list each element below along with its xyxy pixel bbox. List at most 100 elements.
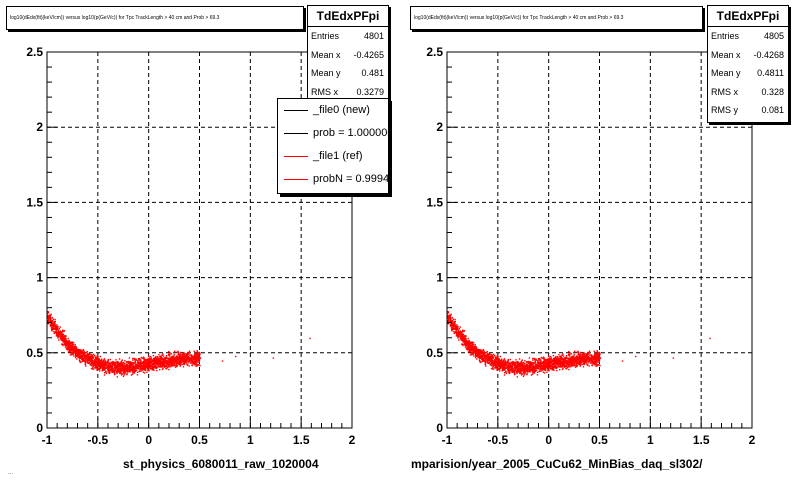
scatter-point bbox=[577, 351, 579, 354]
scatter-point bbox=[198, 360, 201, 362]
scatter-point bbox=[447, 311, 450, 313]
scatter-point bbox=[548, 366, 551, 369]
scatter-point bbox=[556, 364, 558, 366]
scatter-point bbox=[142, 362, 144, 364]
scatter-point bbox=[596, 355, 598, 357]
scatter-point bbox=[538, 364, 541, 367]
scatter-point bbox=[474, 349, 477, 352]
scatter-point bbox=[66, 348, 68, 350]
scatter-point bbox=[578, 362, 580, 365]
scatter-point bbox=[83, 359, 85, 361]
scatter-point bbox=[521, 362, 523, 365]
scatter-point bbox=[562, 367, 564, 370]
scatter-point bbox=[598, 364, 600, 366]
scatter-point bbox=[175, 358, 177, 360]
scatter-point bbox=[590, 356, 592, 359]
scatter-point bbox=[173, 353, 176, 356]
scatter-point bbox=[130, 374, 133, 376]
scatter-point bbox=[92, 364, 95, 367]
scatter-point bbox=[51, 320, 53, 322]
scatter-point bbox=[73, 350, 75, 352]
scatter-point bbox=[597, 352, 599, 354]
scatter-point bbox=[164, 357, 166, 359]
scatter-point bbox=[198, 355, 201, 357]
scatter-point bbox=[170, 353, 173, 355]
scatter-point bbox=[164, 358, 166, 360]
scatter-point bbox=[522, 362, 524, 364]
scatter-point bbox=[469, 354, 471, 356]
scatter-point bbox=[515, 370, 518, 373]
scatter-point bbox=[568, 368, 570, 371]
scatter-point bbox=[104, 368, 106, 371]
scatter-point bbox=[480, 355, 483, 357]
scatter-point bbox=[150, 358, 152, 360]
scatter-point bbox=[543, 372, 546, 374]
scatter-point bbox=[504, 372, 506, 374]
scatter-point bbox=[564, 363, 566, 365]
scatter-point bbox=[468, 350, 470, 353]
scatter-point bbox=[501, 367, 504, 370]
scatter-point bbox=[516, 370, 518, 373]
scatter-point bbox=[158, 354, 160, 356]
scatter-point bbox=[528, 357, 531, 359]
scatter-point bbox=[469, 351, 471, 353]
scatter-point bbox=[153, 369, 155, 371]
scatter-point bbox=[65, 342, 67, 344]
scatter-point bbox=[457, 335, 459, 337]
scatter-point bbox=[191, 360, 193, 363]
scatter-point bbox=[509, 369, 511, 371]
scatter-point bbox=[465, 342, 467, 344]
scatter-point bbox=[106, 362, 108, 365]
scatter-point bbox=[497, 358, 500, 360]
scatter-point bbox=[187, 357, 189, 360]
scatter-point bbox=[93, 364, 96, 367]
scatter-point bbox=[510, 362, 512, 364]
scatter-point bbox=[586, 356, 588, 358]
scatter-point bbox=[116, 361, 118, 363]
scatter-point bbox=[542, 356, 545, 358]
scatter-point bbox=[484, 363, 486, 366]
scatter-point bbox=[109, 371, 111, 374]
scatter-point bbox=[148, 370, 150, 372]
scatter-point bbox=[94, 355, 96, 357]
scatter-point bbox=[587, 352, 589, 354]
scatter-point bbox=[544, 369, 546, 371]
scatter-point bbox=[536, 363, 538, 366]
scatter-point bbox=[103, 361, 105, 364]
x-tick-label: 2 bbox=[349, 433, 356, 447]
scatter-point bbox=[504, 361, 507, 363]
scatter-point bbox=[480, 355, 482, 358]
scatter-point bbox=[554, 357, 556, 359]
scatter-point bbox=[64, 338, 66, 340]
scatter-point bbox=[197, 352, 199, 354]
scatter-point bbox=[116, 372, 118, 375]
scatter-point bbox=[543, 366, 546, 368]
scatter-point bbox=[161, 368, 164, 371]
scatter-point bbox=[474, 345, 476, 347]
scatter-point bbox=[465, 335, 467, 337]
scatter-point bbox=[84, 352, 86, 355]
scatter-point bbox=[595, 360, 597, 362]
scatter-point bbox=[164, 365, 166, 368]
scatter-point bbox=[486, 359, 488, 361]
scatter-point bbox=[108, 370, 111, 372]
scatter-point bbox=[112, 364, 115, 366]
scatter-point bbox=[65, 337, 67, 340]
scatter-point bbox=[538, 361, 541, 364]
scatter-point bbox=[579, 364, 581, 367]
scatter-point bbox=[71, 341, 73, 343]
scatter-point bbox=[544, 359, 547, 361]
scatter-point bbox=[179, 357, 181, 360]
scatter-point bbox=[457, 331, 459, 334]
scatter-point bbox=[74, 347, 76, 350]
stats-value: -0.4265 bbox=[353, 49, 384, 60]
scatter-point bbox=[571, 361, 573, 363]
scatter-point bbox=[177, 360, 179, 362]
scatter-point bbox=[590, 362, 592, 364]
scatter-point bbox=[525, 370, 527, 372]
scatter-point bbox=[129, 364, 131, 366]
scatter-point bbox=[588, 350, 591, 352]
scatter-point bbox=[538, 365, 540, 368]
scatter-point bbox=[161, 354, 163, 356]
scatter-point bbox=[72, 344, 74, 347]
